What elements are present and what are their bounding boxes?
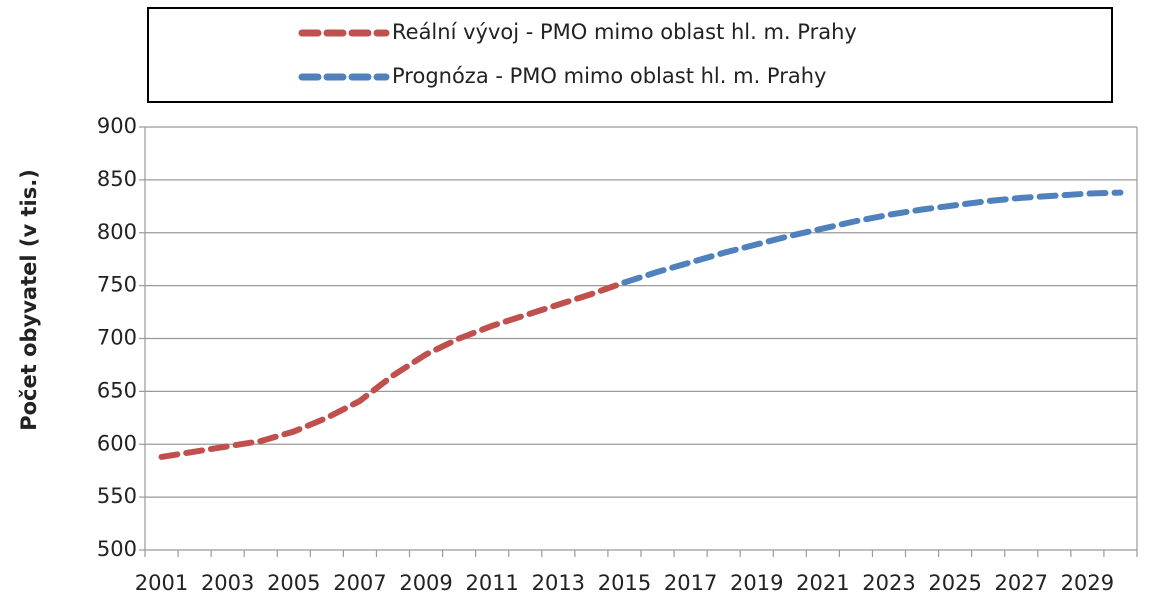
legend-label: Reální vývoj - PMO mimo oblast hl. m. Pr… (392, 20, 857, 44)
x-tick-label: 2005 (267, 571, 320, 595)
y-tick-label: 700 (97, 326, 137, 350)
y-tick-label: 600 (97, 431, 137, 455)
x-tick-label: 2011 (465, 571, 518, 595)
x-tick-label: 2001 (135, 571, 188, 595)
y-tick-label: 850 (97, 167, 137, 191)
y-tick-label: 750 (97, 273, 137, 297)
x-tick-label: 2027 (995, 571, 1048, 595)
legend-label: Prognóza - PMO mimo oblast hl. m. Prahy (392, 64, 826, 88)
x-tick-label: 2003 (201, 571, 254, 595)
y-tick-label: 900 (97, 114, 137, 138)
line-series (621, 189, 1124, 286)
y-tick-label: 800 (97, 220, 137, 244)
x-tick-label: 2021 (796, 571, 849, 595)
x-tick-label: 2019 (730, 571, 783, 595)
legend-box (147, 7, 1113, 103)
x-tick-label: 2025 (928, 571, 981, 595)
x-tick-label: 2029 (1061, 571, 1114, 595)
y-tick-label: 500 (97, 537, 137, 561)
x-tick-label: 2023 (862, 571, 915, 595)
x-tick-label: 2017 (664, 571, 717, 595)
x-tick-label: 2013 (532, 571, 585, 595)
y-axis-label: Počet obyvatel (v tis.) (17, 169, 41, 431)
y-tick-label: 550 (97, 484, 137, 508)
line-series (158, 279, 628, 460)
x-tick-label: 2015 (598, 571, 651, 595)
x-tick-label: 2007 (333, 571, 386, 595)
y-tick-label: 650 (97, 378, 137, 402)
x-tick-label: 2009 (399, 571, 452, 595)
